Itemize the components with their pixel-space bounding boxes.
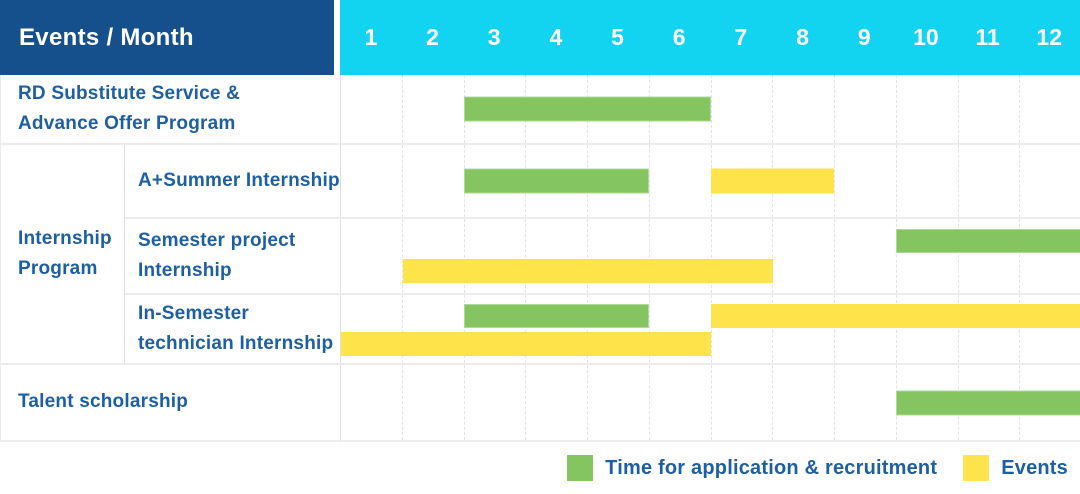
month-header-strip: 1 2 3 4 5 6 7 8 9 10 11 12: [340, 0, 1080, 75]
legend-application-label: Time for application & recruitment: [605, 456, 938, 479]
grid-column: [403, 365, 465, 440]
schedule-table-body: RD Substitute Service & Advance Offer Pr…: [0, 75, 1080, 442]
grid-column: [897, 219, 959, 293]
row-label-semester-project-internship: Semester project Internship: [125, 219, 341, 295]
grid-column: [712, 75, 774, 143]
grid-column: [403, 295, 465, 363]
month-label-7: 7: [734, 24, 748, 50]
row-label-rd-substitute-service: RD Substitute Service & Advance Offer Pr…: [1, 75, 341, 145]
row-label-in-semester-technician-internship: In-Semester technician Internship: [125, 295, 341, 365]
event-bar: [341, 331, 711, 356]
grid-column: [773, 219, 835, 293]
legend: Time for application & recruitment Event…: [0, 442, 1080, 494]
grid-column: [465, 295, 527, 363]
grid-column: [650, 75, 712, 143]
grid-column: [465, 365, 527, 440]
grid-column: [835, 295, 897, 363]
month-label-6: 6: [672, 24, 686, 50]
month-gridlines: [341, 219, 1080, 293]
grid-column: [526, 365, 588, 440]
grid-column: [588, 365, 650, 440]
chart-row-semester-project-internship: [341, 219, 1080, 295]
legend-application-swatch: [567, 455, 594, 481]
grid-column: [897, 75, 959, 143]
grid-column: [526, 219, 588, 293]
month-label-9: 9: [857, 24, 871, 50]
event-bar: [711, 168, 835, 194]
grid-column: [341, 219, 403, 293]
grid-column: [773, 365, 835, 440]
grid-column: [465, 219, 527, 293]
month-label-12: 12: [1036, 24, 1063, 50]
month-label-5: 5: [611, 24, 624, 50]
chart-row-talent-scholarship: [341, 365, 1080, 442]
legend-events-swatch: [963, 455, 990, 481]
grid-column: [650, 219, 712, 293]
grid-column: [1020, 145, 1080, 217]
grid-column: [773, 145, 835, 217]
grid-column: [835, 75, 897, 143]
month-label-11: 11: [975, 24, 1000, 50]
grid-column: [835, 365, 897, 440]
grid-column: [897, 145, 959, 217]
month-label-10: 10: [913, 24, 939, 50]
grid-column: [341, 145, 403, 217]
event-bar: [711, 303, 1080, 328]
month-label-4: 4: [549, 24, 563, 50]
grid-column: [959, 295, 1021, 363]
grid-column: [712, 219, 774, 293]
grid-column: [712, 365, 774, 440]
grid-column: [403, 219, 465, 293]
chart-row-a-summer-internship: [341, 145, 1080, 219]
grid-column: [588, 219, 650, 293]
event-bar: [402, 258, 773, 283]
application-recruitment-bar: [896, 390, 1080, 415]
grid-column: [835, 219, 897, 293]
grid-column: [588, 295, 650, 363]
events-month-header-cell: Events / Month: [0, 0, 334, 75]
grid-column: [403, 75, 465, 143]
table-header-row: Events / Month 1 2 3 4 5 6 7 8 9 10 11 12: [0, 0, 1080, 75]
grid-column: [650, 365, 712, 440]
month-label-3: 3: [487, 24, 501, 50]
events-month-header-label: Events / Month: [19, 23, 194, 51]
chart-row-rd-substitute-service: [341, 75, 1080, 145]
grid-column: [773, 295, 835, 363]
grid-column: [1020, 75, 1080, 143]
grid-column: [341, 365, 403, 440]
month-gridlines: [341, 295, 1080, 363]
grid-column: [835, 145, 897, 217]
header-divider: [334, 0, 340, 75]
grid-column: [650, 145, 712, 217]
grid-column: [341, 295, 403, 363]
month-label-1: 1: [364, 24, 378, 50]
grid-column: [897, 295, 959, 363]
application-recruitment-bar: [464, 96, 711, 122]
grid-column: [341, 75, 403, 143]
legend-events-label: Events: [1001, 456, 1068, 479]
grid-column: [959, 219, 1021, 293]
chart-row-in-semester-technician-internship: [341, 295, 1080, 365]
application-recruitment-bar: [464, 168, 650, 194]
grid-column: [773, 75, 835, 143]
application-recruitment-bar: [896, 228, 1080, 253]
grid-column: [712, 295, 774, 363]
row-label-internship-program: Internship Program: [1, 145, 125, 365]
grid-column: [526, 295, 588, 363]
grid-column: [650, 295, 712, 363]
month-label-8: 8: [796, 24, 809, 50]
row-label-talent-scholarship: Talent scholarship: [1, 365, 341, 442]
month-label-2: 2: [426, 24, 439, 50]
application-recruitment-bar: [464, 303, 650, 328]
grid-column: [959, 75, 1021, 143]
row-label-a-summer-internship: A+Summer Internship: [125, 145, 341, 219]
grid-column: [959, 145, 1021, 217]
grid-column: [403, 145, 465, 217]
